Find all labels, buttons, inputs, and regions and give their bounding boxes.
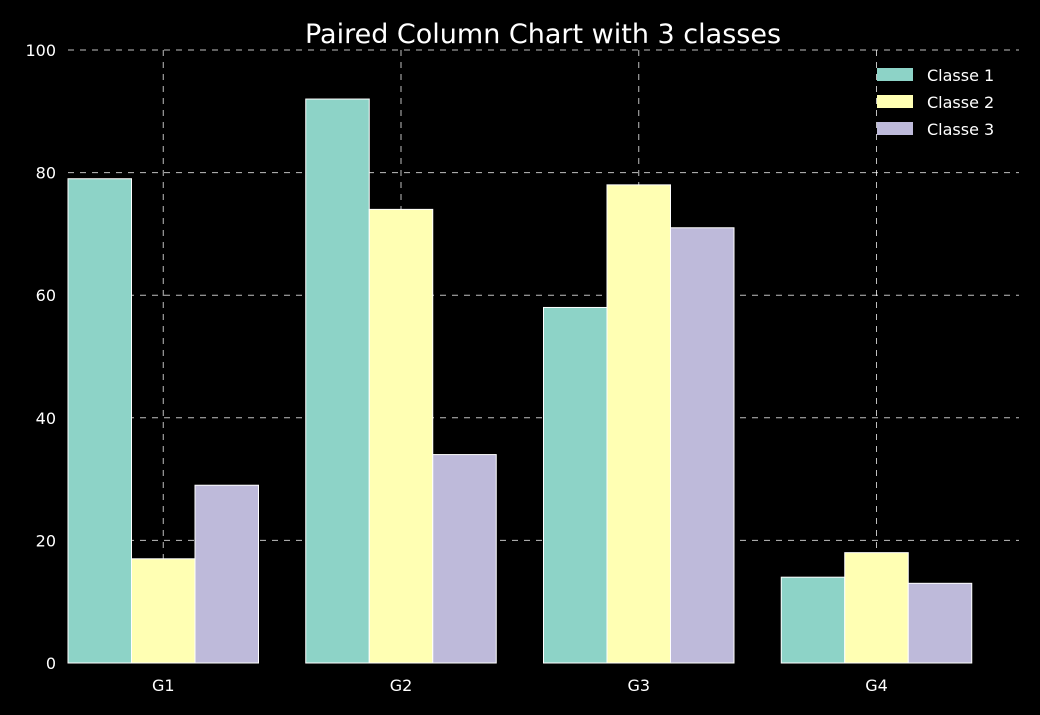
bar-classe-3-g3 (670, 227, 735, 664)
bar-classe-2-g2 (368, 208, 434, 664)
y-tick-label: 80 (36, 164, 56, 183)
x-tick-label: G3 (627, 676, 650, 695)
bar-classe-1-g3 (543, 306, 608, 664)
chart-title: Paired Column Chart with 3 classes (305, 19, 781, 50)
y-tick-label: 0 (46, 654, 56, 673)
bar-classe-3-g1 (194, 484, 259, 664)
bar-classe-1-g2 (305, 98, 370, 664)
legend-swatch (877, 68, 913, 81)
axis-layer: 0 20 40 60 80 100 G1 G2 G3 G4 (25, 41, 887, 695)
legend-label: Classe 3 (927, 120, 994, 139)
y-tick-label: 40 (36, 409, 56, 428)
x-tick-label: G4 (865, 676, 888, 695)
y-tick-label: 100 (25, 41, 56, 60)
bar-classe-1-g4 (780, 576, 846, 664)
bar-classe-2-g4 (844, 552, 909, 664)
bar-classe-3-g2 (432, 454, 497, 664)
y-tick-label: 60 (36, 286, 56, 305)
legend-label: Classe 1 (927, 66, 994, 85)
legend-label: Classe 2 (927, 93, 994, 112)
legend-swatch (877, 95, 913, 108)
x-tick-label: G2 (390, 676, 413, 695)
legend: Classe 1 Classe 2 Classe 3 (877, 66, 994, 139)
y-tick-label: 20 (36, 531, 56, 550)
bar-classe-2-g1 (131, 558, 196, 664)
bar-classe-1-g1 (67, 178, 132, 664)
x-tick-label: G1 (152, 676, 175, 695)
bar-classe-3-g4 (907, 582, 973, 664)
bar-classe-2-g3 (606, 184, 671, 664)
bars-layer (67, 98, 973, 664)
legend-swatch (877, 122, 913, 135)
